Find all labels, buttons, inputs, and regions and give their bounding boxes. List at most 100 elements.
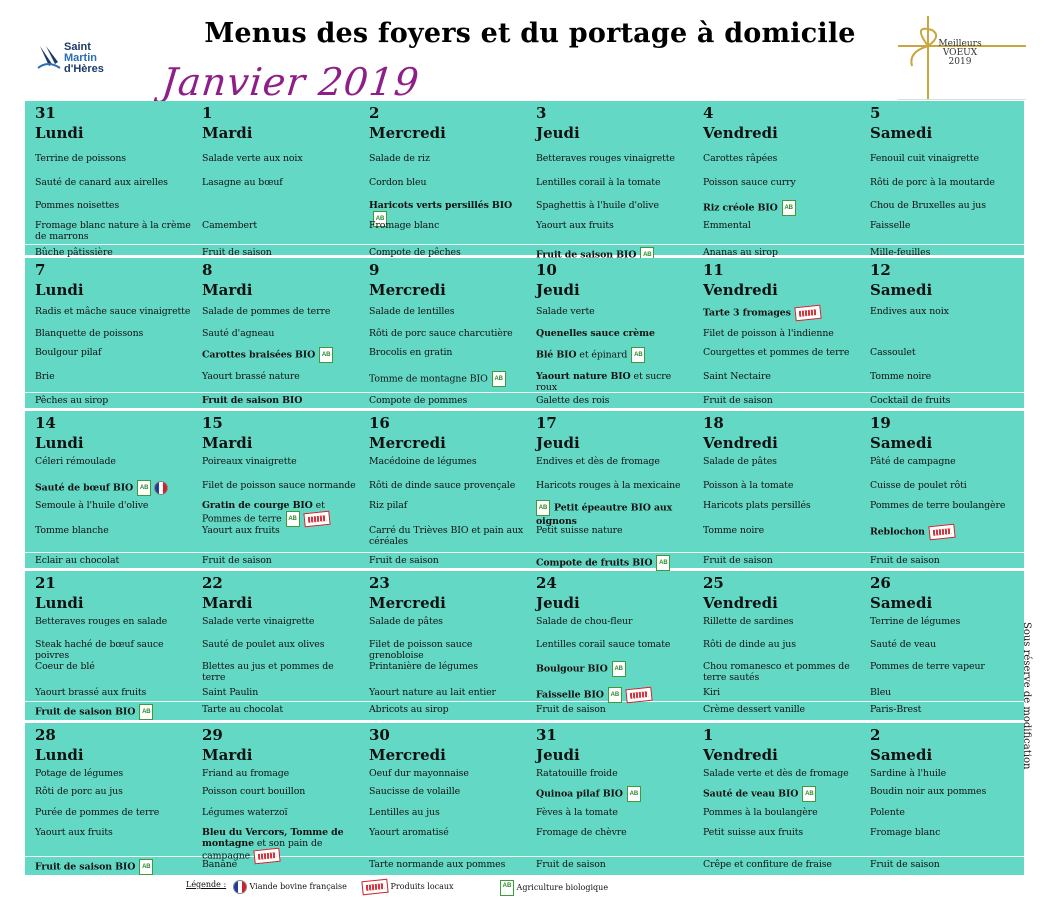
dish-label: Quenelles sauce crème (536, 328, 655, 339)
menu-dish: Betteraves rouges en salade (35, 616, 192, 627)
dish-label: Boulgour pilaf (35, 347, 102, 358)
dish-label: Compote de pêches (369, 247, 461, 258)
dish-label: Salade verte et dès de fromage (703, 768, 849, 779)
dish-rest-part: et Pommes de terre (202, 500, 325, 525)
dish-label: Cocktail de fruits (870, 395, 951, 406)
dish-label: Salade de pâtes (369, 616, 443, 627)
day-number: 24 (536, 574, 557, 592)
french-flag-icon (154, 481, 169, 495)
day-number: 31 (35, 104, 56, 122)
dish-label: Carré du Trièves BIO et pain aux céréale… (369, 525, 524, 547)
day-cell: 15 Mardi Poireaux vinaigrette Filet de pois… (192, 411, 359, 568)
dish-label: Salade verte (536, 306, 595, 317)
menu-dish: Saucisse de volaille (369, 786, 526, 797)
menu-dish: Poisson à la tomate (703, 480, 860, 491)
menu-dish: Galette des rois (536, 395, 693, 406)
divider (25, 392, 1024, 393)
organic-ab-icon (319, 347, 334, 363)
menu-dish: Yaourt aux fruits (536, 220, 693, 231)
dish-label: Ratatouille froide (536, 768, 618, 779)
weekday-name: Mardi (202, 746, 253, 764)
menu-dish: Salade de chou-fleur (536, 616, 693, 627)
week-row: 31 Lundi Terrine de poissons Sauté de canar… (25, 101, 1027, 263)
dish-label: Boulgour BIO (536, 663, 608, 675)
dish-label: Salade de lentilles (369, 306, 455, 317)
menu-dish: Blanquette de poissons (35, 328, 192, 339)
day-number: 12 (870, 261, 891, 279)
dish-label: Blanquette de poissons (35, 328, 144, 339)
menu-dish: Rôti de porc à la moutarde (870, 177, 1027, 188)
greeting-text: Meilleurs VOEUX 2019 (928, 40, 992, 67)
dish-label: Rôti de porc à la moutarde (870, 177, 995, 188)
greeting-line-3: 2019 (948, 57, 972, 67)
dish-label: Terrine de légumes (870, 616, 961, 627)
menu-dish: Rôti de dinde sauce provençale (369, 480, 526, 491)
dish-label: Yaourt aux fruits (536, 220, 614, 231)
dish-label: Lasagne au bœuf (202, 177, 283, 188)
dish-label: Légumes waterzoï (202, 807, 288, 818)
menu-dish: Yaourt brassé aux fruits (35, 687, 192, 698)
menu-dish: Fenouil cuit vinaigrette (870, 153, 1027, 164)
menu-dish: Spaghettis à l'huile d'olive (536, 200, 693, 211)
menu-dish: Lasagne au bœuf (202, 177, 359, 188)
dish-label: Salade de pâtes (703, 456, 777, 467)
organic-ab-icon (500, 880, 514, 896)
day-number: 9 (369, 261, 380, 279)
menu-dish: Fruit de saison (870, 859, 1027, 870)
menu-dish: Tomme de montagne BIO (369, 371, 526, 387)
menu-dish: Crêpe et confiture de fraise (703, 859, 860, 870)
menu-dish: Tarte au chocolat (202, 704, 359, 715)
day-cell: 10 Jeudi Salade verte Quenelles sauce crème… (526, 258, 693, 408)
menu-dish: Tarte 3 fromages (703, 304, 860, 322)
legend-item-label: Viande bovine française (249, 882, 347, 891)
menu-dish: Fromage blanc (369, 220, 526, 231)
dish-label: Ananas au sirop (703, 247, 778, 258)
menu-dish: Yaourt brassé nature (202, 371, 359, 382)
dish-label: Chou de Bruxelles au jus (870, 200, 986, 211)
menu-dish: Lentilles corail sauce tomate (536, 639, 693, 650)
dish-label: Fruit de saison (536, 859, 606, 870)
dish-label: Yaourt nature au lait entier (369, 687, 496, 698)
dish-label: Abricots au sirop (369, 704, 449, 715)
day-number: 7 (35, 261, 46, 279)
dish-label: Tomme noire (870, 371, 932, 382)
day-cell: 9 Mercredi Salade de lentilles Rôti de porc… (359, 258, 526, 408)
week-row: 7 Lundi Radis et mâche sauce vinaigrette Bl… (25, 258, 1024, 411)
menu-dish: Ratatouille froide (536, 768, 693, 779)
menu-dish: Rillette de sardines (703, 616, 860, 627)
day-number: 8 (202, 261, 213, 279)
menu-dish: Chou de Bruxelles au jus (870, 200, 1027, 211)
dish-label: Betteraves rouges en salade (35, 616, 168, 627)
dish-label: Bleu (870, 687, 892, 698)
dish-rest-part: et sucre roux (536, 371, 672, 393)
dish-label: Yaourt aromatisé (369, 827, 449, 838)
dish-label: Fromage de chèvre (536, 827, 627, 838)
dish-label: Fruit de saison BIO (35, 706, 136, 718)
weekday-name: Lundi (35, 594, 84, 612)
menu-dish: Pêches au sirop (35, 395, 192, 406)
dish-label: Faisselle (870, 220, 911, 231)
dish-label: Betteraves rouges vinaigrette (536, 153, 675, 164)
dish-label: Courgettes et pommes de terre (703, 347, 850, 358)
dish-label: Filet de poisson sauce normande (202, 480, 356, 491)
weekday-name: Lundi (35, 746, 84, 764)
menu-dish: Salade verte et dès de fromage (703, 768, 860, 779)
day-cell: 26 Samedi Terrine de légumes Sauté de veau P… (860, 571, 1027, 720)
day-number: 2 (870, 726, 881, 744)
dish-label: Reblochon (870, 526, 925, 538)
legend-label: Légende : (186, 880, 227, 889)
weekday-name: Vendredi (703, 124, 778, 142)
weekday-name: Samedi (870, 746, 933, 764)
menu-dish: Banane (202, 859, 359, 870)
dish-label: Eclair au chocolat (35, 555, 120, 566)
menu-dish: Courgettes et pommes de terre (703, 347, 860, 358)
menu-dish: Blettes au jus et pommes de terre (202, 661, 359, 683)
menu-dish: Boulgour pilaf (35, 347, 192, 358)
weekday-name: Jeudi (536, 746, 580, 764)
menu-dish: Faisselle BIO (536, 686, 693, 704)
day-number: 30 (369, 726, 390, 744)
dish-label: Endives aux noix (870, 306, 949, 317)
dish-label: Potage de légumes (35, 768, 124, 779)
menu-dish: Sauté de veau BIO (703, 786, 860, 802)
dish-label: Saint Nectaire (703, 371, 771, 382)
